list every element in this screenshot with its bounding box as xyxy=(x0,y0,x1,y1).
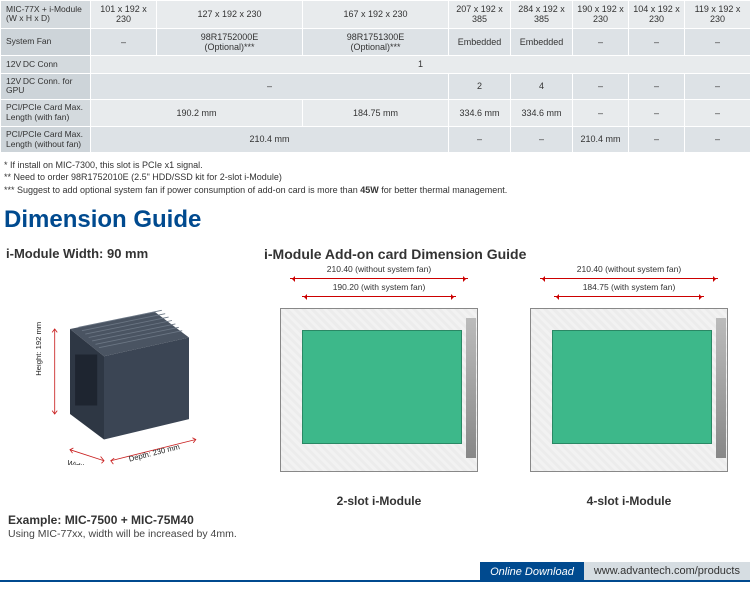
footnote-line: *** Suggest to add optional system fan i… xyxy=(4,184,750,196)
spec-table: MIC-77X + i-Module (W x H x D)101 x 192 … xyxy=(0,0,750,153)
download-spacer xyxy=(0,562,480,582)
dimension-guide: i-Module Width: 90 mm xyxy=(0,246,750,540)
table-row: PCI/PCIe Card Max. Length (without fan)2… xyxy=(1,126,750,153)
table-cell: Embedded xyxy=(511,28,573,56)
module-example: i-Module Width: 90 mm xyxy=(6,246,246,540)
row-label: 12V DC Conn. for GPU xyxy=(1,73,91,100)
depth-dim: Depth: 230 mm xyxy=(128,442,181,463)
table-cell: – xyxy=(511,126,573,153)
module-width-label: i-Module Width: 90 mm xyxy=(6,246,246,261)
table-cell: 104 x 192 x 230 xyxy=(629,1,685,29)
table-cell: – xyxy=(91,28,157,56)
table-cell: – xyxy=(629,126,685,153)
table-row: PCI/PCIe Card Max. Length (with fan)190.… xyxy=(1,100,750,127)
example-caption: Example: MIC-7500 + MIC-75M40 xyxy=(8,513,246,527)
table-cell: – xyxy=(685,73,750,100)
caption-4slot: 4-slot i-Module xyxy=(514,494,744,508)
table-cell: 98R1752000E(Optional)*** xyxy=(157,28,303,56)
dim-with-2slot: 190.20 (with system fan) xyxy=(302,282,456,292)
download-label: Online Download xyxy=(480,562,584,582)
table-cell: – xyxy=(629,100,685,127)
table-cell: – xyxy=(685,126,750,153)
table-cell: 167 x 192 x 230 xyxy=(303,1,449,29)
example-note: Using MIC-77xx, width will be increased … xyxy=(8,528,246,540)
table-cell: Embedded xyxy=(449,28,511,56)
table-cell: – xyxy=(449,126,511,153)
table-cell: – xyxy=(685,100,750,127)
dim-without-2slot: 210.40 (without system fan) xyxy=(290,264,468,274)
table-cell: 4 xyxy=(511,73,573,100)
height-dim: Height: 192 mm xyxy=(36,322,43,376)
table-cell: 98R1751300E(Optional)*** xyxy=(303,28,449,56)
table-cell: – xyxy=(573,28,629,56)
footnote-line: * If install on MIC-7300, this slot is P… xyxy=(4,159,750,171)
row-label: PCI/PCIe Card Max. Length (with fan) xyxy=(1,100,91,127)
table-row: System Fan–98R1752000E(Optional)***98R17… xyxy=(1,28,750,56)
table-cell: 210.4 mm xyxy=(91,126,449,153)
footnote-line: ** Need to order 98R1752010E (2.5" HDD/S… xyxy=(4,171,750,183)
row-label: MIC-77X + i-Module (W x H x D) xyxy=(1,1,91,29)
table-row: MIC-77X + i-Module (W x H x D)101 x 192 … xyxy=(1,1,750,29)
section-title: Dimension Guide xyxy=(4,206,750,234)
table-cell: – xyxy=(685,28,750,56)
table-row: 12V DC Conn1 xyxy=(1,56,750,73)
row-label: PCI/PCIe Card Max. Length (without fan) xyxy=(1,126,91,153)
table-cell: 207 x 192 x 385 xyxy=(449,1,511,29)
module-diagram: Height: 192 mm Width: 163 mm Depth: 230 … xyxy=(6,267,236,507)
table-cell: 190.2 mm xyxy=(91,100,303,127)
table-cell: – xyxy=(573,73,629,100)
table-cell: 334.6 mm xyxy=(511,100,573,127)
table-cell: 210.4 mm xyxy=(573,126,629,153)
table-cell: – xyxy=(91,73,449,100)
download-bar: Online Download www.advantech.com/produc… xyxy=(0,562,750,582)
table-cell: 127 x 192 x 230 xyxy=(157,1,303,29)
table-cell: 284 x 192 x 385 xyxy=(511,1,573,29)
table-row: 12V DC Conn. for GPU–24––– xyxy=(1,73,750,100)
download-url[interactable]: www.advantech.com/products xyxy=(584,562,750,582)
table-cell: – xyxy=(629,28,685,56)
width-dim: Width: 163 mm xyxy=(66,458,118,465)
table-cell: 190 x 192 x 230 xyxy=(573,1,629,29)
table-cell: – xyxy=(573,100,629,127)
caption-2slot: 2-slot i-Module xyxy=(264,494,494,508)
table-cell: 334.6 mm xyxy=(449,100,511,127)
dim-with-4slot: 184.75 (with system fan) xyxy=(554,282,704,292)
addon-4slot: 210.40 (without system fan) 184.75 (with… xyxy=(514,268,744,508)
row-label: 12V DC Conn xyxy=(1,56,91,73)
addon-guide-title: i-Module Add-on card Dimension Guide xyxy=(264,246,744,262)
table-cell: 119 x 192 x 230 xyxy=(685,1,750,29)
table-cell: – xyxy=(629,73,685,100)
addon-guide-col: i-Module Add-on card Dimension Guide 210… xyxy=(264,246,744,540)
row-label: System Fan xyxy=(1,28,91,56)
table-cell: 101 x 192 x 230 xyxy=(91,1,157,29)
table-cell: 2 xyxy=(449,73,511,100)
dim-without-4slot: 210.40 (without system fan) xyxy=(540,264,718,274)
addon-2slot: 210.40 (without system fan) 190.20 (with… xyxy=(264,268,494,508)
footnotes: * If install on MIC-7300, this slot is P… xyxy=(4,159,750,195)
module-iso-svg: Height: 192 mm Width: 163 mm Depth: 230 … xyxy=(36,295,206,465)
table-cell: 1 xyxy=(91,56,750,73)
table-cell: 184.75 mm xyxy=(303,100,449,127)
